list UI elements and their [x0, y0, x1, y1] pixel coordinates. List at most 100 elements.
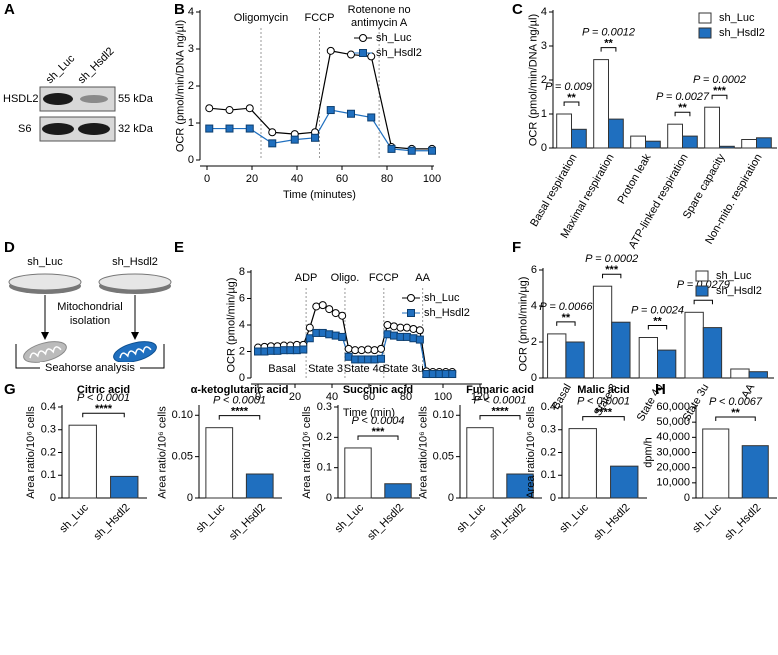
point	[305, 323, 314, 332]
x-tick-label: Proton leak	[615, 152, 653, 207]
sig-bracket	[647, 325, 668, 330]
point	[435, 370, 444, 379]
y-tick-label: 1	[188, 117, 194, 129]
x-tick-label: 100	[434, 391, 452, 403]
sig-bracket	[563, 101, 580, 106]
y-tick-label: 0	[188, 154, 194, 166]
point	[351, 346, 360, 355]
point	[407, 146, 416, 155]
sig-bracket	[600, 47, 617, 52]
panel-letter: D	[4, 239, 15, 256]
band	[43, 93, 73, 105]
event-label: AA	[415, 272, 430, 284]
x-tick-label: 20	[246, 173, 258, 185]
legend-swatch	[698, 27, 712, 39]
p-label: P = 0.0002	[693, 74, 746, 86]
point	[331, 331, 340, 340]
y-tick-label: 50,000	[656, 416, 690, 428]
bar	[638, 337, 658, 379]
x-tick-label: sh_Hsdl2	[487, 502, 528, 543]
legend-marker	[359, 34, 367, 42]
point	[370, 355, 379, 364]
point	[389, 322, 398, 331]
legend-label: sh_Hsdl2	[716, 285, 762, 297]
x-tick-label: sh_Hsdl2	[723, 502, 764, 543]
x-tick-label: 120	[471, 391, 489, 403]
y-tick-label: 1	[541, 108, 547, 120]
point	[448, 370, 457, 379]
bar	[756, 137, 772, 149]
phase-label: State 3	[308, 363, 343, 375]
p-label: P = 0.0024	[631, 304, 684, 316]
y-tick-label: 0.1	[317, 462, 332, 474]
bar	[741, 139, 758, 149]
bar	[645, 140, 661, 149]
bar	[68, 424, 97, 499]
point	[326, 46, 335, 55]
y-tick-label: 10,000	[656, 477, 690, 489]
point	[326, 106, 335, 115]
bar	[110, 475, 139, 499]
point	[205, 124, 214, 133]
sig-bracket	[479, 415, 521, 420]
point	[370, 346, 379, 355]
chart-title: Fumaric acid	[466, 384, 534, 396]
bar	[741, 445, 769, 499]
event-label: ADP	[295, 272, 318, 284]
protein-label: HSDL2	[3, 93, 38, 105]
panel-letter: E	[174, 239, 184, 256]
point	[344, 352, 353, 361]
sig-label: ****	[595, 407, 613, 419]
bar	[610, 465, 639, 499]
y-axis-label: Area ratio/10⁶ cells	[301, 406, 313, 499]
bar	[205, 427, 234, 499]
point	[347, 50, 355, 59]
chart-title: Succinic acid	[343, 384, 413, 396]
x-tick-label: 60	[336, 173, 348, 185]
sig-label: **	[562, 312, 571, 324]
point	[415, 335, 424, 344]
bar	[667, 123, 684, 149]
y-tick-label: 8	[239, 266, 245, 278]
y-tick-label: 0.3	[317, 401, 332, 413]
panel-letter: F	[512, 239, 521, 256]
legend-label: sh_Luc	[719, 12, 755, 24]
point	[225, 106, 234, 115]
point	[364, 355, 373, 364]
point	[325, 330, 334, 339]
sig-bracket	[218, 415, 261, 420]
sig-label: **	[567, 92, 576, 104]
point	[357, 346, 366, 355]
sig-bracket	[711, 94, 728, 100]
bar	[608, 118, 624, 149]
chart-title: Malic acid	[577, 384, 630, 396]
legend-swatch	[695, 270, 709, 282]
label-bg	[40, 362, 140, 374]
y-tick-label: 2	[188, 80, 194, 92]
y-tick-label: 2	[541, 74, 547, 86]
p-label: P < 0.0001	[577, 396, 630, 408]
p-label: P < 0.0001	[213, 395, 266, 407]
point	[318, 301, 327, 310]
sig-label: ****	[491, 406, 509, 418]
band	[42, 123, 74, 135]
legend-swatch	[695, 285, 709, 297]
y-tick-label: 2	[531, 336, 537, 348]
point	[364, 345, 373, 354]
point	[344, 344, 353, 353]
y-tick-label: 0.1	[41, 469, 56, 481]
x-tick-label: sh_Hsdl2	[592, 502, 633, 543]
x-tick-label: sh_Luc	[333, 501, 367, 535]
p-label: P < 0.0004	[351, 415, 404, 427]
sig-label: ***	[713, 85, 727, 97]
event-label: FCCP	[305, 12, 335, 24]
point	[338, 332, 347, 341]
sig-bracket	[693, 299, 713, 305]
x-tick-label: sh_Luc	[57, 501, 91, 535]
bar	[547, 333, 567, 379]
size-label: 32 kDa	[118, 123, 154, 135]
point	[268, 139, 277, 148]
group-label: sh_Hsdl2	[112, 256, 158, 268]
legend-label: sh_Luc	[424, 292, 460, 304]
y-tick-label: 6	[531, 264, 537, 276]
